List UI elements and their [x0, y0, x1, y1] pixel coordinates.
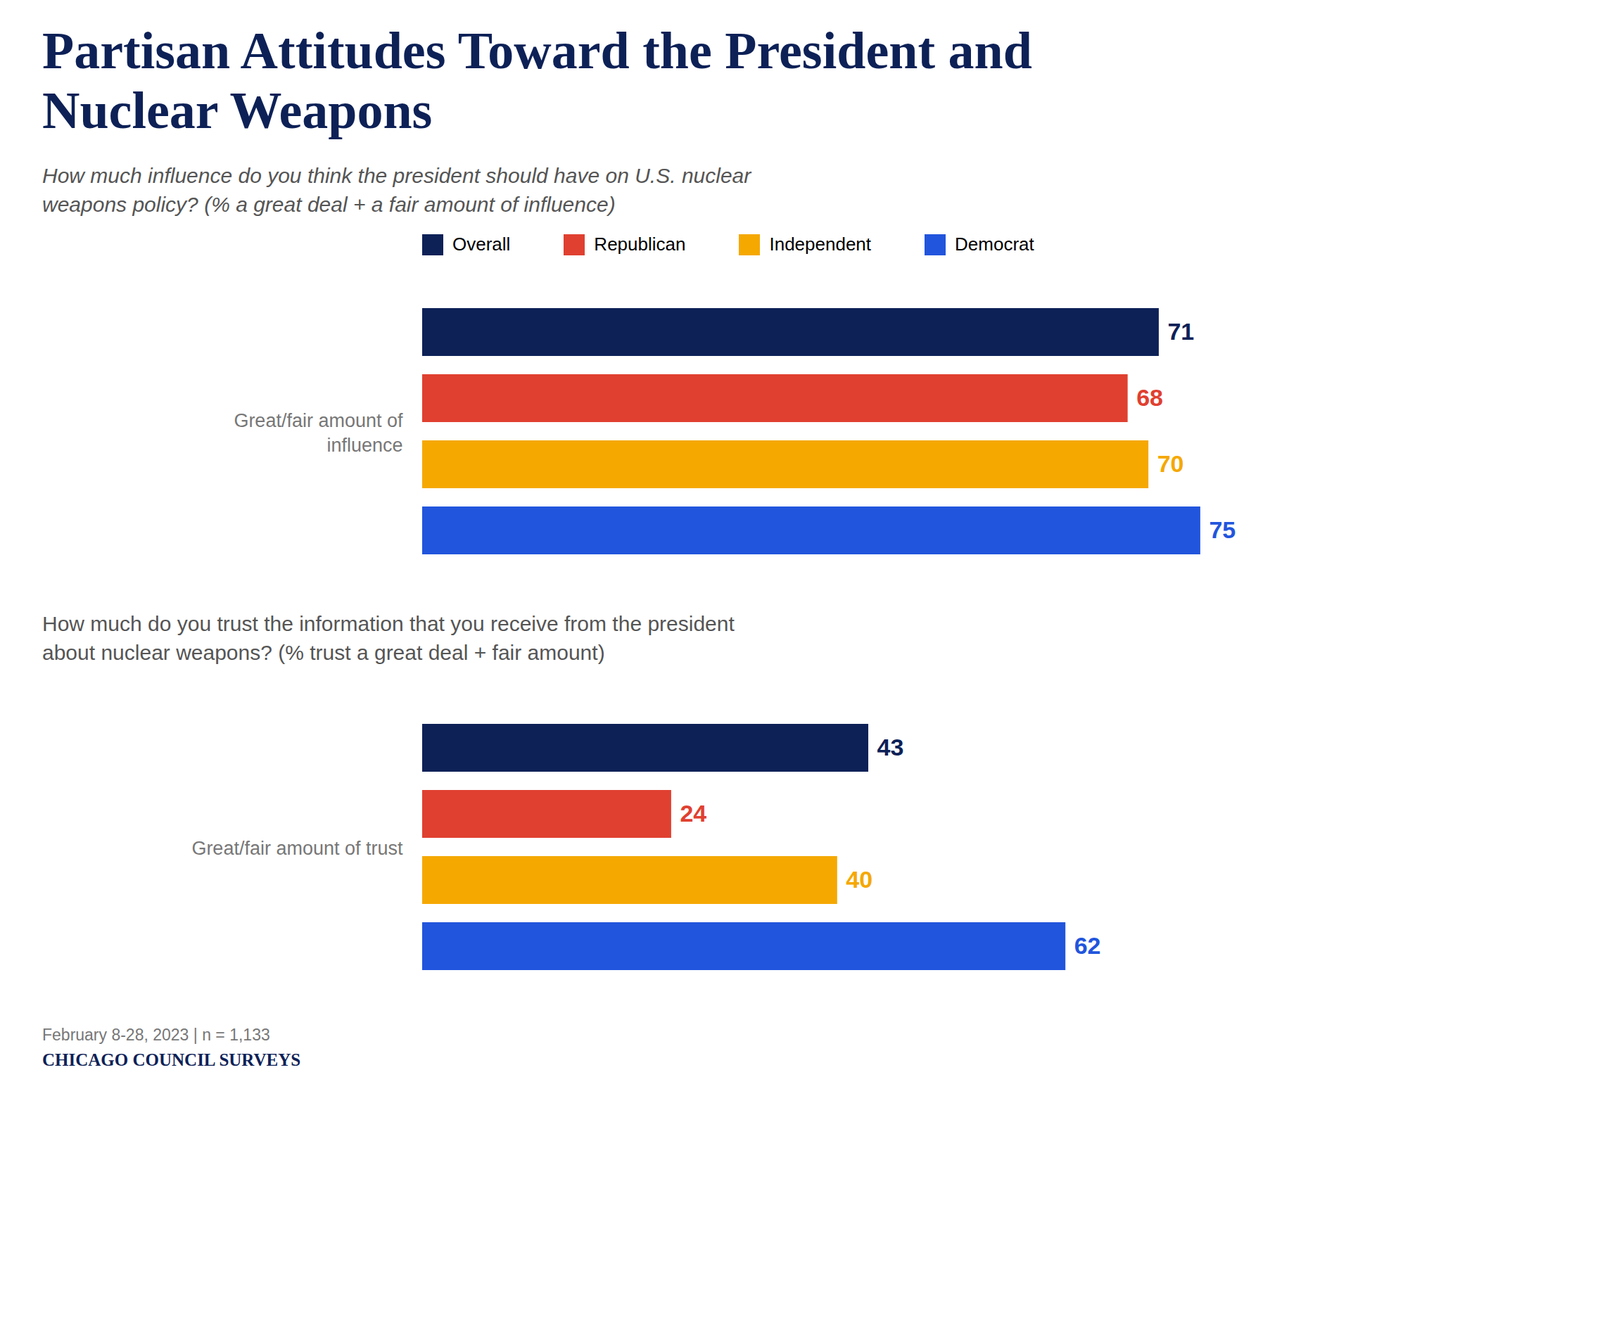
svg-text:Great/fair amount of trust: Great/fair amount of trust [191, 837, 404, 860]
html-text:Independent: Independent [769, 233, 872, 255]
svg-text:24: 24 [679, 800, 707, 828]
html-text:How much do you trust the info: How much do you trust the information th… [42, 612, 735, 664]
svg-text:75: 75 [1208, 517, 1236, 544]
svg-text:70: 70 [1157, 451, 1185, 478]
html-text:Partisan Attitudes Toward the: Partisan Attitudes Toward the President … [42, 21, 1033, 140]
svg-text:62: 62 [1074, 932, 1102, 960]
html-text:Republican: Republican [594, 233, 686, 255]
svg-text:43: 43 [877, 734, 905, 762]
svg-text:68: 68 [1136, 384, 1164, 412]
svg-text:71: 71 [1167, 318, 1195, 346]
html-text:CHICAGO COUNCIL SURVEYS: CHICAGO COUNCIL SURVEYS [42, 1050, 301, 1070]
html-text:How much influence do you thin: How much influence do you think the pres… [42, 164, 751, 216]
html-text:February 8-28, 2023 | n = 1,13: February 8-28, 2023 | n = 1,133 [42, 1025, 270, 1045]
html-text:Democrat: Democrat [954, 233, 1035, 255]
html-text:Overall: Overall [452, 233, 511, 255]
svg-text:40: 40 [845, 866, 873, 894]
svg-text:Great/fair amount ofinfluence: Great/fair amount ofinfluence [233, 410, 404, 456]
